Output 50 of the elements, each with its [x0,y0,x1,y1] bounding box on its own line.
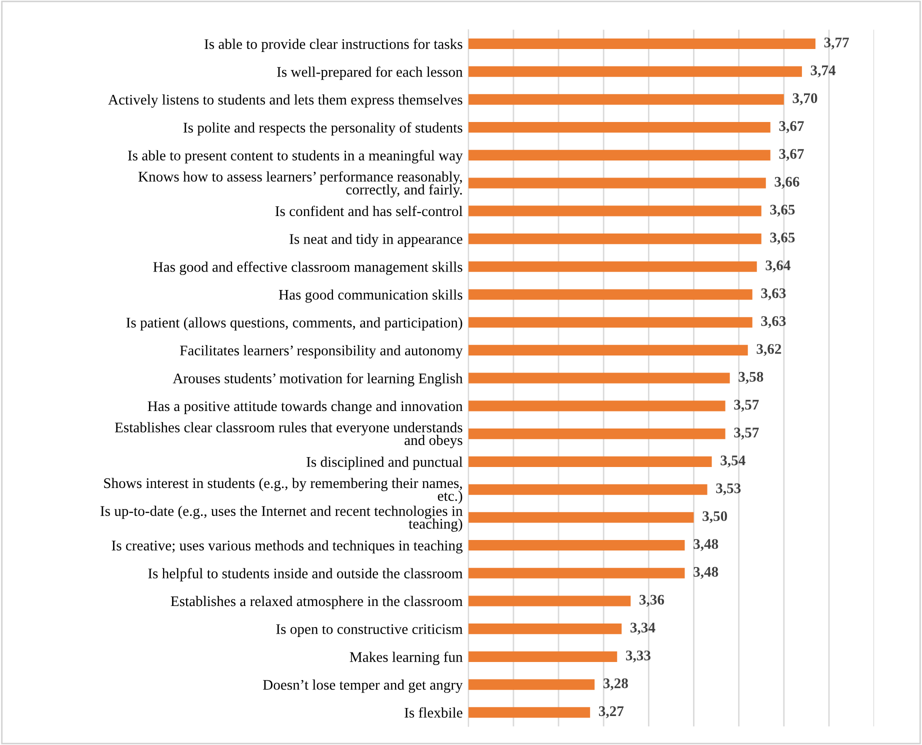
y-tick-label: Is flexbile [404,707,462,718]
data-label: 3,34 [630,622,656,635]
data-label: 3,48 [694,539,718,552]
data-label: 3,77 [824,38,849,50]
y-tick-label: Is confident and has self-control [275,206,463,216]
data-label: 3,62 [756,344,782,356]
y-tick-label: Has good communication skills [278,289,462,303]
y-tick-label: Facilitates learners’ responsibility and autonomy [180,345,463,358]
y-tick-label: Has a positive attitude towards change and innovation [148,400,463,414]
data-label: 3,53 [716,483,741,496]
y-tick-label: Actively listens to students and lets them express themselves [108,94,462,108]
y-tick-label: Shows interest in students (e.g., by remembering their names, etc.) [104,478,462,504]
y-tick-label: Knows how to assess learners’ performance reasonably, correctly, and fairly. [138,171,462,198]
y-tick-label: Is neat and tidy in appearance [290,234,462,247]
data-label: 3,63 [761,288,786,300]
data-label: 3,67 [779,149,804,161]
y-tick-label: Is polite and respects the personality of students [183,122,462,136]
y-tick-label: Establishes clear classroom rules that everyone understands and obeys [114,422,462,448]
data-label: 3,27 [598,706,624,718]
data-label: 3,67 [779,121,804,134]
data-label: 3,58 [738,372,764,384]
data-label: 3,57 [734,400,759,412]
y-tick-label: Is able to provide clear instructions for tasks [204,38,462,52]
data-label: 3,70 [792,93,818,106]
data-label: 3,48 [694,566,718,579]
data-label: 3,65 [770,232,795,245]
y-tick-label: Is up-to-date (e.g., uses the Internet and recent technologies in teaching) [100,506,463,532]
y-tick-label: Doesn’t lose temper and get angry [263,680,463,693]
data-label: 3,66 [774,176,800,189]
data-label: 3,33 [626,650,650,662]
y-tick-label: Is disciplined and punctual [306,456,463,470]
y-tick-label: Is open to constructive criticism [276,624,463,638]
y-tick-label: Is patient (allows questions, comments, and participation) [126,317,462,331]
data-label: 3,50 [702,511,728,524]
data-label: 3,57 [734,428,759,440]
y-tick-label: Is helpful to students inside and outside the classroom [148,568,463,582]
data-label: 3,28 [603,678,628,690]
data-label: 3,74 [810,65,836,78]
y-tick-label: Establishes a relaxed atmosphere in the classroom [170,596,463,610]
data-label: 3,64 [766,260,790,272]
y-tick-label: Arouses students’ motivation for learning English [172,372,463,386]
y-tick-label: Is well-prepared for each lesson [277,66,463,80]
y-tick-label: Makes learning fun [350,652,463,665]
data-label: 3,63 [761,316,786,328]
data-label: 3,36 [640,594,664,607]
data-label: 3,54 [720,456,746,468]
y-tick-label: Has good and effective classroom management skills [153,262,462,275]
data-label: 3,65 [770,204,795,217]
y-tick-label: Is creative; uses various methods and techniques in teaching [112,540,463,554]
y-tick-label: Is able to present content to students in a meaningful way [128,150,463,164]
